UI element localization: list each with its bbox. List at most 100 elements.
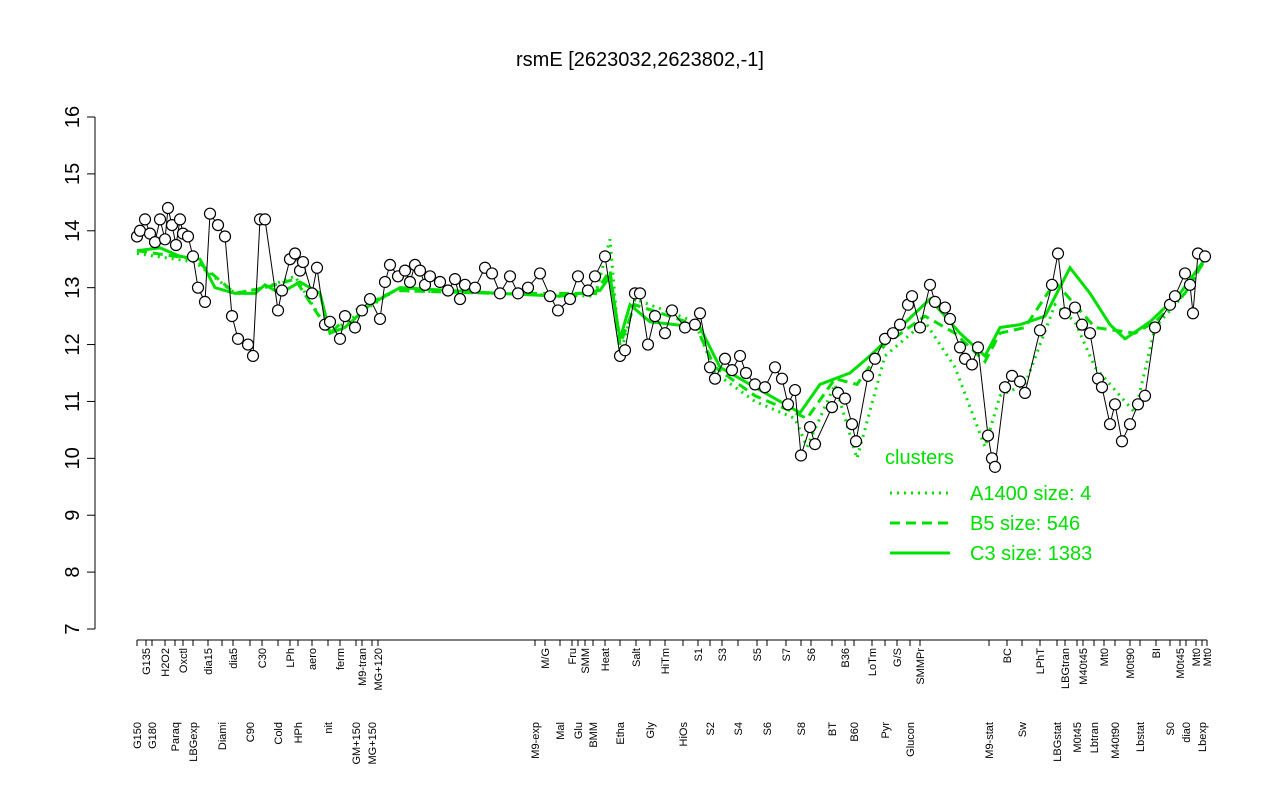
x-tick-label: G135 — [141, 648, 153, 675]
x-tick-label: G180 — [147, 722, 159, 749]
point — [708, 372, 722, 385]
point — [588, 270, 602, 283]
x-tick-label: H2O2 — [160, 648, 172, 677]
point — [718, 352, 732, 365]
point — [748, 378, 762, 391]
point — [1148, 321, 1162, 334]
point — [383, 258, 397, 272]
x-tick-label: Lbstat — [1135, 722, 1147, 752]
x-tick-label: Oxctl — [178, 648, 190, 673]
point — [598, 250, 612, 263]
x-tick-label: S3 — [717, 648, 729, 661]
point — [423, 270, 437, 283]
point — [658, 327, 672, 340]
x-tick-label: M0t45 — [1072, 722, 1084, 753]
x-tick-label: HiTm — [660, 648, 672, 674]
x-tick-label: B36 — [840, 648, 852, 668]
x-tick-label: Glu — [573, 722, 585, 739]
point — [403, 275, 417, 289]
point — [271, 304, 285, 317]
point — [203, 207, 217, 220]
point — [808, 438, 822, 451]
x-tick-label: HPh — [293, 722, 305, 743]
point — [378, 275, 392, 289]
point — [211, 218, 225, 232]
point — [725, 364, 739, 377]
x-tick-label: BMM — [588, 722, 600, 748]
point — [965, 358, 979, 371]
x-tick-label: M9-tran — [357, 648, 369, 686]
x-tick-label: Sw — [1017, 722, 1029, 737]
point — [521, 281, 535, 294]
point — [246, 349, 260, 363]
point — [803, 420, 817, 434]
x-tick-label: S1 — [693, 648, 705, 661]
x-tick-label: aero — [307, 648, 319, 670]
y-tick-label: 16 — [62, 106, 84, 128]
point — [868, 352, 882, 365]
x-tick-label: S8 — [796, 722, 808, 735]
point — [181, 230, 195, 243]
x-tick-label: LPh — [285, 648, 297, 668]
point — [998, 381, 1012, 394]
point — [148, 236, 162, 249]
point — [1051, 247, 1065, 260]
x-tick-label: Cold — [273, 722, 285, 745]
y-tick-label: 10 — [62, 447, 84, 469]
legend-label: C3 size: 1383 — [970, 543, 1092, 565]
point — [953, 341, 967, 354]
point — [398, 264, 412, 277]
point — [333, 332, 347, 345]
point — [493, 287, 507, 300]
x-tick-label: M9-exp — [530, 722, 542, 759]
point — [288, 247, 302, 260]
x-tick-label: M0t45 — [1175, 648, 1187, 679]
point — [733, 349, 747, 363]
point — [1013, 375, 1027, 388]
x-tick-label: Mt0 — [1191, 648, 1203, 666]
point — [310, 261, 324, 274]
point — [533, 267, 547, 280]
data-line — [136, 207, 1206, 468]
point — [186, 250, 200, 263]
x-tick-label: MG+120 — [373, 648, 385, 691]
chart-title: rsmE [2623032,2623802,-1] — [516, 49, 764, 71]
point — [355, 304, 369, 317]
point — [1058, 307, 1072, 320]
point — [758, 381, 772, 394]
point — [363, 292, 377, 306]
legend-title: clusters — [885, 447, 954, 469]
point — [768, 361, 782, 374]
point — [198, 295, 212, 308]
y-tick-label: 7 — [62, 623, 84, 634]
point — [453, 292, 467, 306]
point — [845, 418, 859, 431]
cluster-line — [136, 246, 1209, 415]
point — [485, 267, 499, 280]
point — [781, 398, 795, 411]
x-tick-label: G/S — [892, 648, 904, 667]
x-tick-label: M0t90 — [1125, 648, 1137, 679]
point — [1095, 381, 1109, 394]
point — [1045, 278, 1059, 291]
x-tick-label: LBGexp — [188, 722, 200, 762]
x-tick-label: BI — [1151, 648, 1163, 658]
point — [928, 295, 942, 308]
x-tick-label: Pyr — [880, 722, 892, 739]
point — [468, 281, 482, 294]
x-tick-label: B60 — [849, 722, 861, 742]
x-tick-label: dia15 — [203, 648, 215, 675]
point — [913, 321, 927, 334]
x-tick-label: ferm — [335, 648, 347, 670]
point — [458, 278, 472, 291]
point — [258, 213, 272, 226]
x-tick-label: LoTm — [867, 648, 879, 676]
point — [1183, 278, 1197, 291]
x-tick-label: C30 — [257, 648, 269, 668]
point — [1168, 290, 1182, 303]
y-tick-label: 13 — [62, 277, 84, 299]
point — [693, 307, 707, 320]
point — [158, 233, 172, 246]
point — [441, 284, 455, 297]
